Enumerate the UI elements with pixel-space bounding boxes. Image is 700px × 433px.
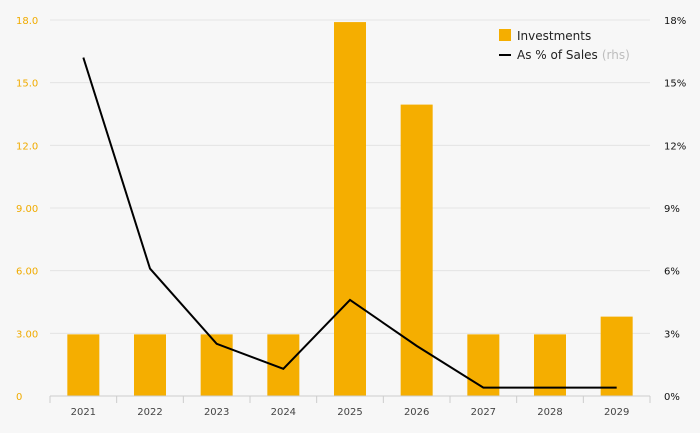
x-tick-label: 2028 xyxy=(537,407,562,418)
bar-2022 xyxy=(134,334,166,396)
x-tick-label: 2029 xyxy=(604,407,629,418)
x-tick-label: 2025 xyxy=(337,407,362,418)
legend-label-rhs-suffix: (rhs) xyxy=(602,48,630,62)
y-left-tick-label: 15.0 xyxy=(16,79,38,90)
x-tick-label: 2026 xyxy=(404,407,429,418)
legend-label-sales-ratio: As % of Sales (rhs) xyxy=(517,48,630,62)
legend: Investments As % of Sales (rhs) xyxy=(499,29,630,62)
y-left-tick-label: 9.00 xyxy=(16,204,38,215)
y-right-tick-label: 9% xyxy=(664,204,680,215)
y-right-tick-label: 12% xyxy=(664,141,686,152)
bar-2025 xyxy=(334,22,366,396)
y-left-tick-label: 18.0 xyxy=(16,16,38,27)
y-left-tick-label: 6.00 xyxy=(16,267,38,278)
sales-ratio-line xyxy=(82,57,617,389)
y-left-tick-label: 12.0 xyxy=(16,141,38,152)
y-right-tick-label: 18% xyxy=(664,16,686,27)
bar-2021 xyxy=(67,334,100,396)
y-right-tick-label: 0% xyxy=(664,392,680,403)
y-right-tick-label: 15% xyxy=(664,79,686,90)
x-tick-label: 2027 xyxy=(471,407,496,418)
x-tick-label: 2022 xyxy=(137,407,162,418)
legend-label-investments: Investments xyxy=(517,29,591,43)
bar-2029 xyxy=(600,316,633,396)
investment-bars xyxy=(67,22,633,396)
x-tick-label: 2024 xyxy=(271,407,296,418)
bar-2028 xyxy=(534,334,566,396)
legend-swatch-investments xyxy=(499,29,511,41)
y-right-tick-label: 6% xyxy=(664,267,680,278)
bar-2027 xyxy=(467,334,500,396)
y-left-tick-label: 0 xyxy=(16,392,22,403)
sales-ratio-line-group xyxy=(82,57,617,389)
y-right-tick-label: 3% xyxy=(664,329,680,340)
legend-label-sales-ratio-main: As % of Sales xyxy=(517,48,598,62)
axes: 2021 2022 2023 2024 2025 2026 2027 2028 2029 0 3.0… xyxy=(16,16,686,418)
x-tick-label: 2023 xyxy=(204,407,229,418)
x-tick-label: 2021 xyxy=(71,407,96,418)
y-left-tick-label: 3.00 xyxy=(16,329,38,340)
bar-2026 xyxy=(400,104,433,396)
